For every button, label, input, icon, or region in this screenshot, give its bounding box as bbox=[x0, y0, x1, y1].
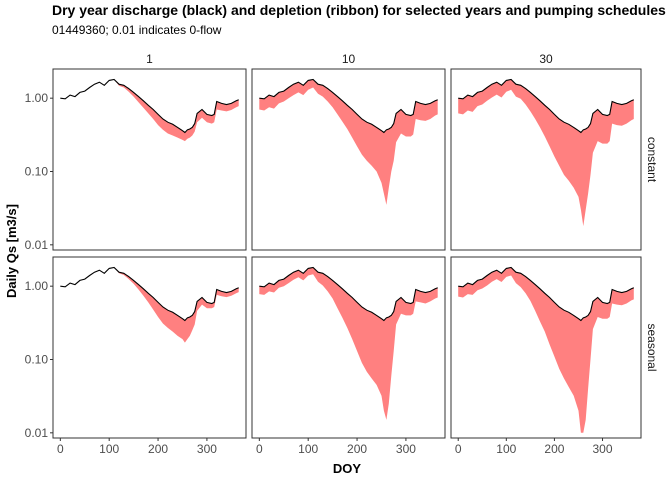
column-strip-label: 10 bbox=[342, 52, 356, 66]
column-strip bbox=[53, 49, 246, 69]
panel-border bbox=[251, 68, 446, 251]
facet-panel bbox=[450, 68, 642, 251]
x-tick-label: 100 bbox=[99, 442, 119, 456]
discharge-line bbox=[60, 266, 239, 322]
facet-panel bbox=[52, 256, 247, 439]
panel-background bbox=[53, 69, 246, 250]
x-tick-label: 200 bbox=[347, 442, 367, 456]
x-tick-label: 0 bbox=[455, 442, 462, 456]
column-strip-label: 30 bbox=[539, 52, 553, 66]
y-axis-label: Daily Qs [m3/s] bbox=[4, 204, 19, 298]
y-tick-label: 1.00 bbox=[25, 91, 49, 105]
x-tick-label: 100 bbox=[496, 442, 516, 456]
row-strip-label: seasonal bbox=[645, 323, 659, 371]
column-strip bbox=[252, 49, 445, 69]
facet-panel bbox=[52, 68, 247, 251]
panel-border bbox=[52, 256, 247, 439]
depletion-ribbon bbox=[114, 267, 239, 343]
x-axis-label: DOY bbox=[333, 461, 362, 476]
discharge-line bbox=[259, 266, 438, 322]
x-tick-label: 0 bbox=[256, 442, 263, 456]
panel-border bbox=[52, 68, 247, 251]
facet-panel bbox=[251, 68, 446, 251]
x-tick-label: 0 bbox=[57, 442, 64, 456]
discharge-line bbox=[458, 266, 635, 322]
chart-subtitle: 01449360; 0.01 indicates 0-flow bbox=[52, 23, 222, 37]
panel-background bbox=[252, 257, 445, 438]
discharge-line bbox=[259, 78, 438, 134]
chart-title: Dry year discharge (black) and depletion… bbox=[52, 2, 666, 18]
panel-border bbox=[450, 68, 642, 251]
column-strip bbox=[451, 49, 641, 69]
y-tick-label: 1.00 bbox=[25, 279, 49, 293]
depletion-ribbon bbox=[259, 267, 438, 420]
facet-panel bbox=[450, 256, 642, 439]
x-tick-label: 300 bbox=[197, 442, 217, 456]
column-strip-label: 1 bbox=[146, 52, 153, 66]
x-tick-label: 100 bbox=[298, 442, 318, 456]
panel-border bbox=[251, 256, 446, 439]
y-tick-label: 0.10 bbox=[25, 165, 49, 179]
x-tick-label: 200 bbox=[544, 442, 564, 456]
x-tick-label: 300 bbox=[396, 442, 416, 456]
row-strip bbox=[642, 69, 662, 250]
x-tick-label: 300 bbox=[593, 442, 613, 456]
panel-background bbox=[53, 257, 246, 438]
x-tick-label: 200 bbox=[148, 442, 168, 456]
y-tick-label: 0.01 bbox=[25, 426, 49, 440]
depletion-ribbon bbox=[458, 267, 634, 433]
y-tick-label: 0.01 bbox=[25, 238, 49, 252]
facet-panel bbox=[251, 256, 446, 439]
discharge-line bbox=[458, 78, 635, 134]
row-strip-label: constant bbox=[645, 137, 659, 183]
y-tick-label: 0.10 bbox=[25, 353, 49, 367]
discharge-line bbox=[60, 78, 239, 134]
depletion-ribbon bbox=[114, 79, 239, 142]
panel-border bbox=[450, 256, 642, 439]
row-strip bbox=[642, 257, 662, 438]
